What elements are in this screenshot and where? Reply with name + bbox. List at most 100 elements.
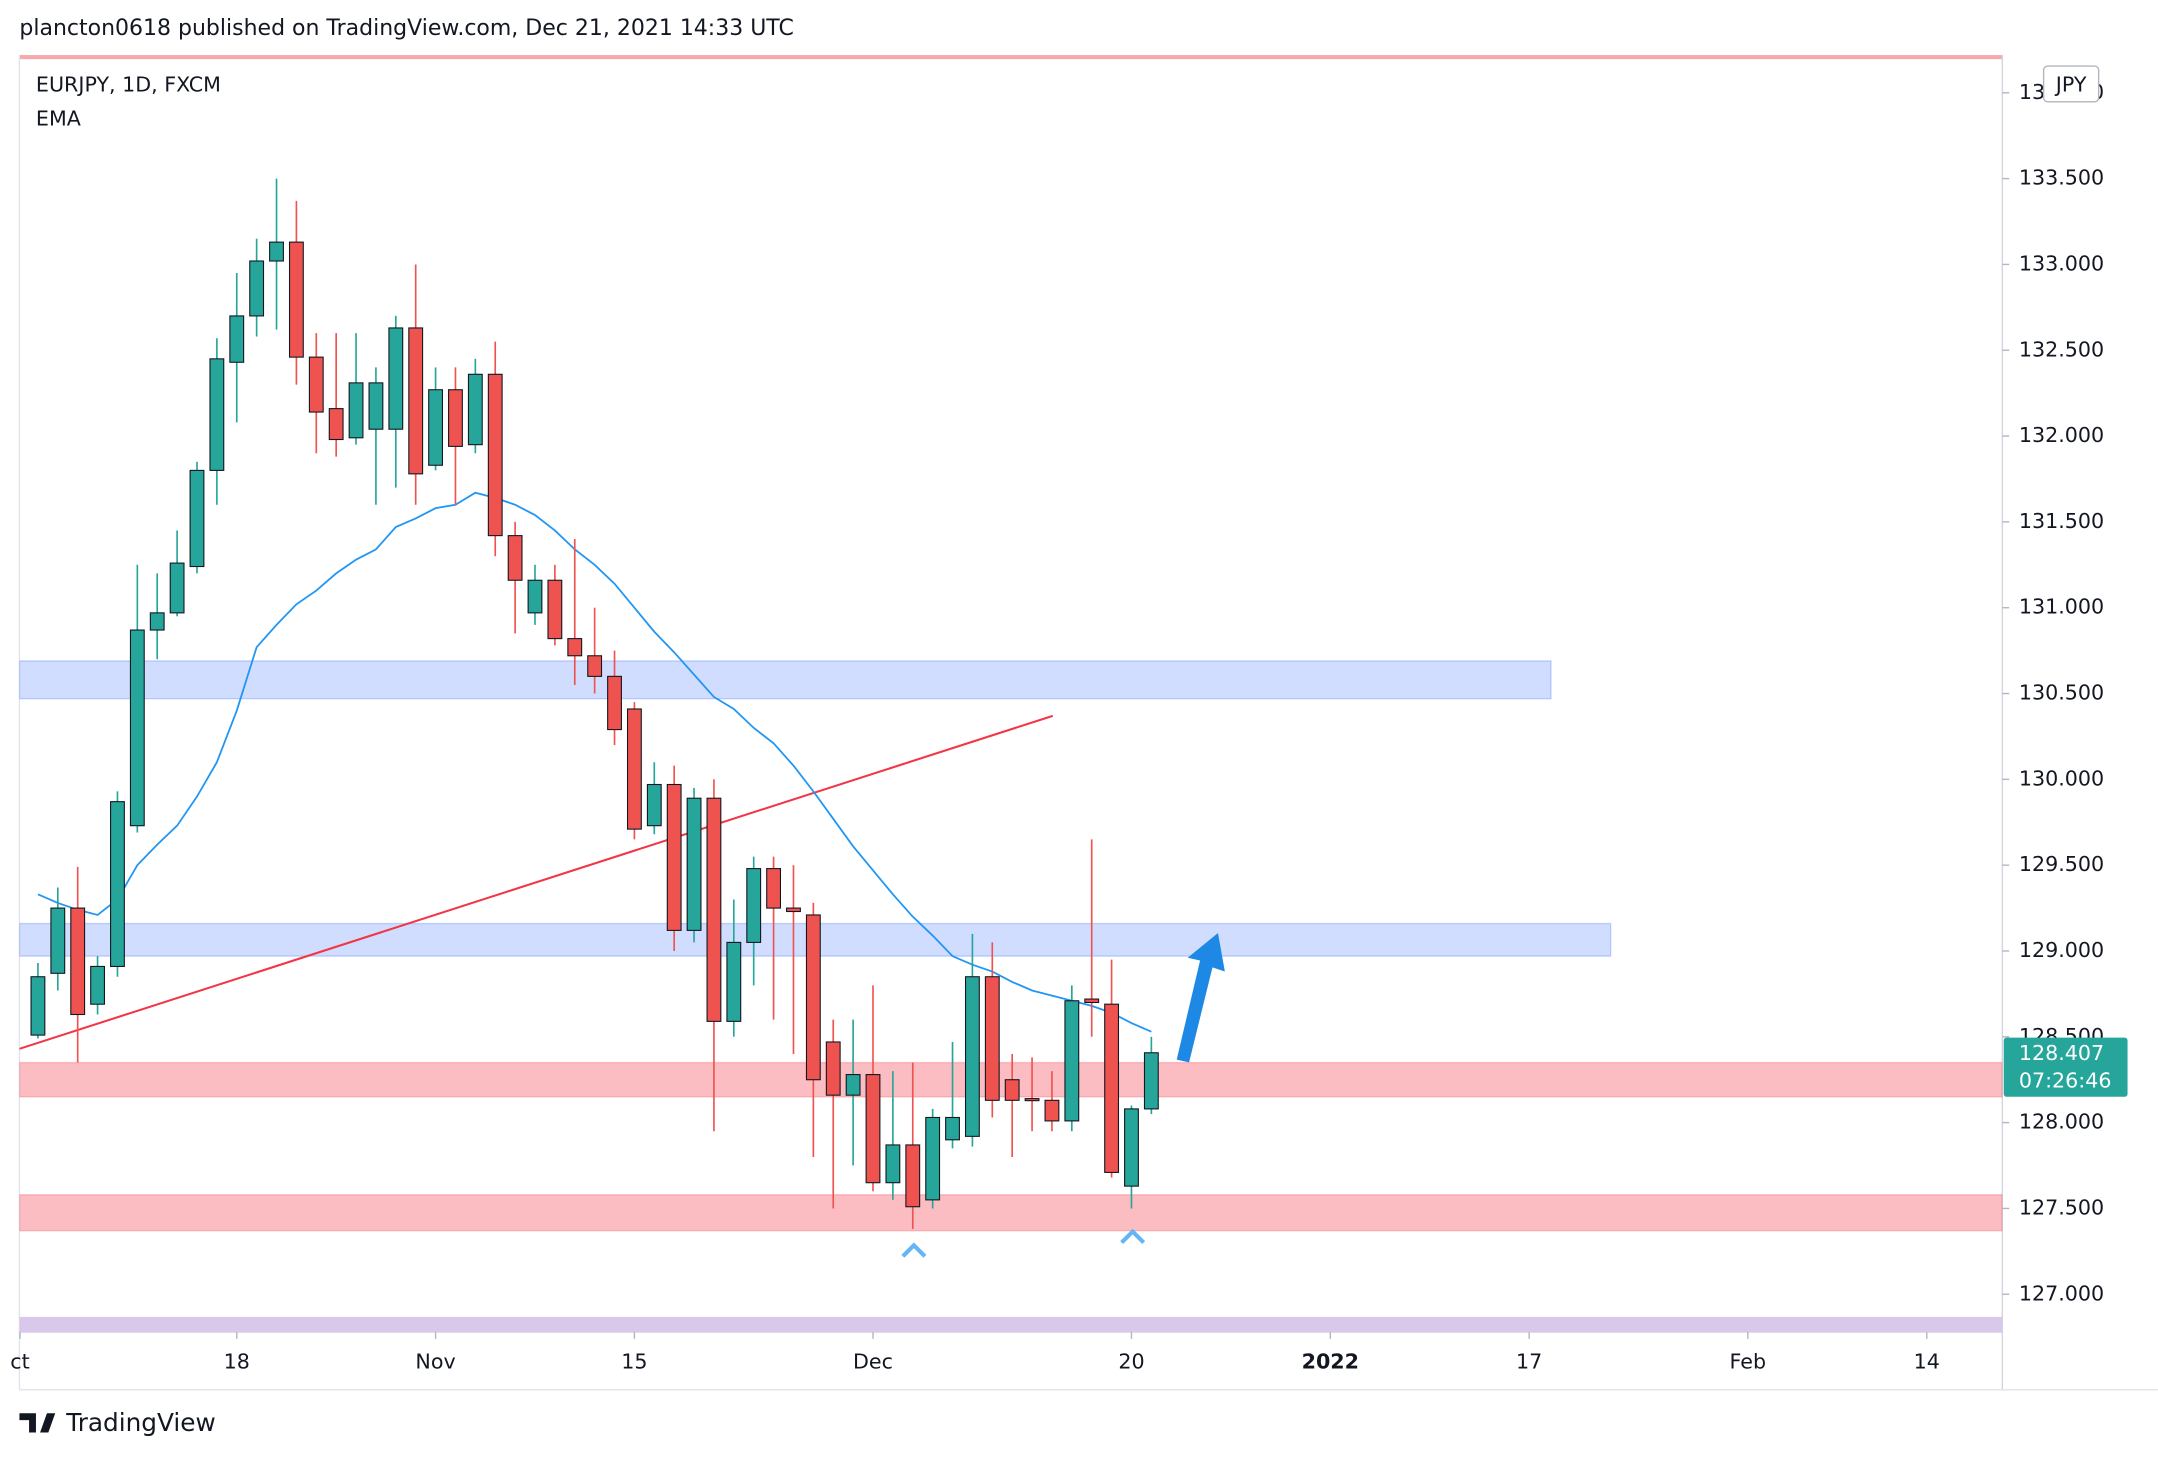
candle-body [30,976,46,1036]
chevron [1120,1228,1146,1245]
candle-body [90,965,106,1005]
candle-body [328,408,344,441]
candle-body [746,868,762,943]
y-tick-label: 129.500 [2019,852,2104,876]
candle-body [666,783,682,931]
x-tick-label: 2022 [1302,1349,1359,1373]
candle-body [726,941,742,1022]
top-border [19,55,2003,60]
candle-body [1143,1052,1159,1110]
y-tick-label: 127.500 [2019,1195,2104,1219]
candle-body [388,327,404,430]
y-tick-label: 133.000 [2019,251,2104,275]
candle-body [348,382,364,439]
candle-body [507,535,523,581]
candle-body [408,327,424,475]
axes: 127.000127.500128.000128.500129.000129.5… [10,65,2128,1373]
candle-body [189,469,205,568]
y-tick-label: 132.500 [2019,337,2104,361]
candle-body [129,629,145,827]
last-price: 128.407 [2019,1041,2104,1065]
candle-body [587,655,603,677]
currency-badge [2042,65,2100,103]
candle-body [984,976,1000,1101]
x-tick-label: ct [10,1349,29,1373]
candle-body [646,783,662,827]
candle-body [786,907,801,913]
y-tick-label: 131.000 [2019,595,2104,619]
candle-body [229,315,245,363]
tradingview-logo: TradingView [19,1408,216,1437]
x-tick-label: 15 [621,1349,647,1373]
candle-body [1124,1108,1139,1187]
ema-line [37,491,1152,1033]
candle-body [209,358,225,471]
candle-body [626,708,642,830]
candle-body [547,579,563,640]
x-tick-label: 17 [1516,1349,1542,1373]
candle-body [1024,1098,1040,1102]
candle-body [269,241,284,262]
ema-legend: EMA [36,107,81,131]
candle-body [1044,1099,1060,1122]
session-bar [19,1316,2003,1333]
zone [19,1194,2003,1232]
candle-body [766,868,782,909]
candle-body [1004,1079,1020,1101]
candle-body [1084,998,1100,1004]
symbol-legend: EURJPY, 1D, FXCM [36,72,221,96]
candle-body [706,797,722,1022]
candle-body [169,562,185,614]
y-tick-label: 127.000 [2019,1281,2104,1305]
candle-body [428,389,444,466]
last-price-badge [2003,1037,2128,1097]
candle-body [805,914,821,1081]
x-tick-label: Nov [415,1349,455,1373]
candle-body [945,1116,960,1141]
candle-body [607,675,622,731]
trendline [19,714,1054,1050]
candle-body [467,373,483,446]
candle-body [487,373,503,537]
candle-body [249,260,265,317]
candle-body [925,1116,941,1201]
y-tick-label: 133.500 [2019,166,2104,190]
x-tick-label: Dec [853,1349,893,1373]
y-tick-label: 132.000 [2019,423,2104,447]
y-tick-label: 128.000 [2019,1110,2104,1134]
candle-body [865,1074,881,1184]
candle-body [70,907,86,1016]
countdown: 07:26:46 [2019,1069,2112,1093]
candle-body [448,389,463,447]
y-tick-label: 130.500 [2019,681,2104,705]
brand: TradingView [65,1408,216,1437]
candle-body [110,801,125,967]
candle-body [50,907,66,974]
up-arrow [1176,932,1225,1063]
candle-body [905,1144,921,1208]
candle-body [825,1041,841,1096]
zone [19,660,1552,700]
candle-body [567,638,583,657]
candle-body [149,612,165,631]
candle-body [1064,1000,1080,1122]
x-tick-label: 18 [224,1349,250,1373]
x-tick-label: Feb [1730,1349,1767,1373]
candle-body [964,976,980,1137]
x-tick-label: 14 [1914,1349,1940,1373]
candle-body [308,356,324,413]
currency: JPY [2054,72,2087,96]
chevron [901,1242,927,1258]
y-tick-label: 130.000 [2019,766,2104,790]
candle-body [686,797,702,931]
publish-header: plancton0618 published on TradingView.co… [19,16,793,41]
candle-body [368,382,384,430]
y-tick-label: 129.000 [2019,938,2104,962]
x-tick-label: 20 [1118,1349,1144,1373]
plot-area [19,178,2003,1232]
candle-body [845,1074,861,1096]
candle-body [1104,1003,1120,1173]
candle-body [527,579,543,614]
